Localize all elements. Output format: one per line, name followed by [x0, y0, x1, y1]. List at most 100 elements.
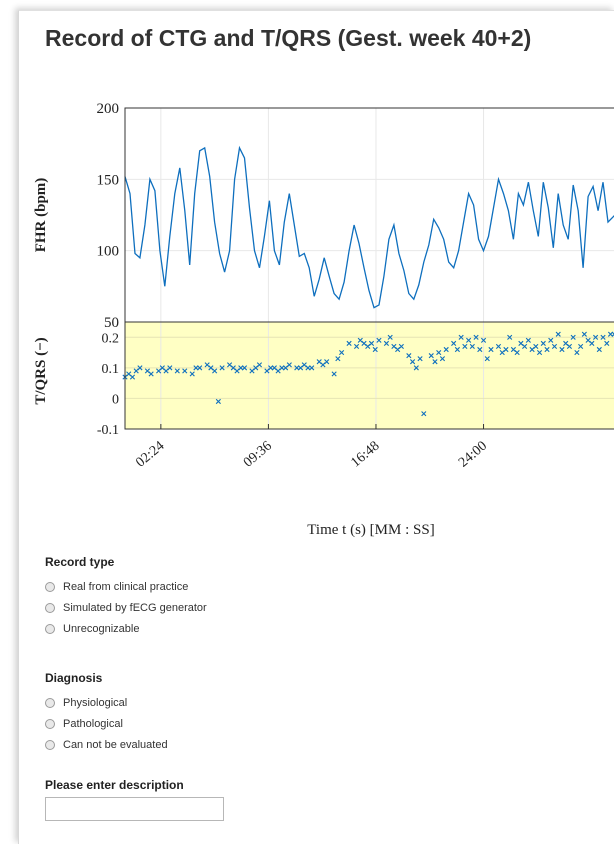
- time-axis-label: Time t (s) [MM : SS]: [307, 522, 434, 538]
- x-tick-label: 16:48: [348, 439, 382, 471]
- x-tick-labels: 02:24 09:36 16:48 24:00: [133, 439, 490, 471]
- fhr-series-line: [124, 145, 614, 309]
- tqrs-point: [129, 374, 136, 380]
- tqrs-panel-background: [125, 322, 614, 429]
- tqrs-point: [514, 349, 520, 356]
- x-tick-label: 02:24: [133, 439, 167, 471]
- tqrs-axes-frame: [124, 321, 614, 430]
- tqrs-point: [451, 340, 457, 346]
- tqrs-point: [167, 365, 173, 371]
- ctg-tqrs-chart: 50 100 150 200 -0.1 0 0.1 0.2 02:24 09:36 16:48 2…: [33, 101, 614, 538]
- tqrs-point: [286, 362, 292, 368]
- tqrs-point: [428, 353, 434, 359]
- tqrs-point: [353, 343, 360, 350]
- record-type-option-unrecognizable[interactable]: Unrecognizable: [45, 618, 207, 639]
- tqrs-point: [503, 346, 509, 353]
- tqrs-point: [238, 365, 244, 371]
- diagnosis-option-not-evaluated[interactable]: Can not be evaluated: [45, 734, 168, 755]
- fhr-tick-label: 50: [104, 315, 119, 331]
- tqrs-point: [241, 365, 248, 371]
- radio-icon[interactable]: [45, 739, 55, 750]
- tqrs-point: [559, 346, 565, 353]
- tqrs-point: [454, 346, 460, 353]
- tqrs-point: [548, 337, 554, 343]
- tqrs-point: [197, 365, 203, 371]
- form-page: Record of CTG and T/QRS (Gest. week 40+2…: [18, 10, 614, 844]
- tqrs-point: [409, 359, 416, 365]
- tqrs-point: [477, 346, 483, 353]
- tqrs-point: [536, 349, 543, 356]
- tqrs-point: [551, 343, 558, 350]
- tqrs-point: [309, 365, 315, 371]
- record-type-title: Record type: [45, 555, 115, 569]
- tqrs-point: [331, 371, 337, 377]
- tqrs-tick-label: -0.1: [97, 423, 119, 438]
- tqrs-point: [544, 346, 550, 353]
- record-type-option-simulated[interactable]: Simulated by fECG generator: [45, 597, 207, 618]
- tqrs-point: [439, 356, 446, 362]
- tqrs-point: [611, 331, 614, 337]
- record-type-options: Real from clinical practice Simulated by…: [45, 576, 207, 639]
- fhr-axis-label: FHR (bpm): [33, 178, 49, 253]
- tqrs-point: [212, 368, 218, 374]
- tqrs-point: [182, 368, 188, 374]
- diagnosis-options: Physiological Pathological Can not be ev…: [45, 692, 168, 755]
- tqrs-point: [193, 365, 199, 371]
- tqrs-point: [533, 343, 539, 350]
- tqrs-point: [507, 334, 513, 340]
- tqrs-point: [581, 331, 587, 337]
- tqrs-point: [484, 356, 490, 362]
- tqrs-point: [600, 334, 606, 340]
- description-title: Please enter description: [45, 778, 184, 792]
- fhr-tick-label: 100: [97, 244, 120, 260]
- tqrs-point: [458, 334, 464, 340]
- tqrs-point: [346, 340, 352, 346]
- tqrs-point: [324, 359, 330, 365]
- radio-icon[interactable]: [45, 623, 55, 634]
- tqrs-point: [596, 346, 602, 353]
- tqrs-point: [488, 346, 494, 353]
- tqrs-point: [417, 356, 423, 362]
- tqrs-axis-label: T/QRS (−): [33, 337, 49, 404]
- tqrs-tick-label: 0.2: [102, 331, 120, 346]
- radio-icon[interactable]: [45, 602, 55, 613]
- radio-icon[interactable]: [45, 718, 55, 729]
- tqrs-point: [574, 349, 580, 356]
- tqrs-point: [480, 337, 487, 343]
- tqrs-tick-label: 0.1: [102, 362, 120, 377]
- tqrs-point: [189, 371, 195, 377]
- option-label: Pathological: [63, 717, 123, 730]
- tqrs-point: [137, 365, 143, 371]
- tqrs-point: [592, 334, 599, 340]
- tqrs-scatter-layer: [122, 331, 614, 417]
- tqrs-point: [469, 343, 475, 350]
- tqrs-point: [566, 343, 573, 350]
- tqrs-point: [578, 343, 584, 350]
- tqrs-point: [383, 340, 390, 346]
- x-tick-label: 24:00: [456, 439, 490, 471]
- radio-icon[interactable]: [45, 697, 55, 708]
- diagnosis-option-physiological[interactable]: Physiological: [45, 692, 168, 713]
- chart-axes: [124, 107, 614, 430]
- record-type-option-real[interactable]: Real from clinical practice: [45, 576, 207, 597]
- radio-icon[interactable]: [45, 581, 55, 592]
- tqrs-point: [570, 334, 576, 340]
- diagnosis-title: Diagnosis: [45, 671, 103, 685]
- tqrs-point: [413, 365, 419, 371]
- tqrs-point: [421, 411, 427, 417]
- tqrs-tick-labels: -0.1 0 0.1 0.2: [97, 331, 119, 438]
- tqrs-point: [540, 340, 546, 346]
- tqrs-point: [215, 398, 221, 405]
- description-input[interactable]: [45, 797, 224, 821]
- option-label: Simulated by fECG generator: [63, 601, 207, 614]
- tqrs-point: [432, 359, 438, 365]
- fhr-tick-labels: 50 100 150 200: [97, 101, 120, 331]
- tqrs-point: [294, 365, 300, 371]
- tqrs-point: [436, 349, 442, 356]
- tqrs-point: [607, 331, 614, 337]
- tqrs-point: [279, 365, 285, 371]
- tqrs-point: [305, 365, 311, 371]
- option-label: Can not be evaluated: [63, 738, 168, 751]
- tqrs-point: [372, 346, 378, 353]
- diagnosis-option-pathological[interactable]: Pathological: [45, 713, 168, 734]
